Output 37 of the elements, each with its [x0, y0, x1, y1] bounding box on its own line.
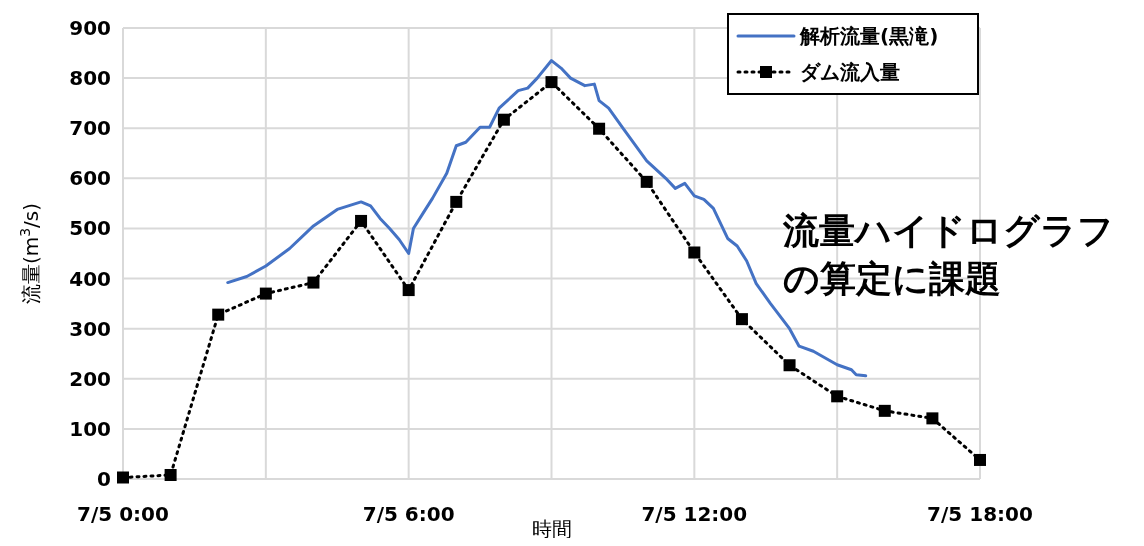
point [974, 453, 986, 466]
x-axis-title: 時間 [531, 517, 572, 541]
x-tick-label: 7/5 18:00 [927, 502, 1033, 526]
y-tick-label: 200 [69, 366, 111, 391]
point [593, 122, 606, 135]
point [545, 76, 558, 89]
y-tick-label: 400 [69, 266, 111, 291]
point [307, 276, 320, 289]
point [117, 471, 129, 484]
point [831, 390, 844, 403]
point [402, 284, 415, 297]
x-tick-label: 7/5 12:00 [641, 502, 748, 526]
legend-label: ダム流入量 [800, 60, 900, 84]
point [926, 412, 939, 425]
y-tick-label: 300 [69, 316, 111, 341]
point [497, 113, 510, 126]
y-tick-label: 0 [97, 467, 111, 491]
point [878, 404, 891, 417]
y-tick-label: 900 [69, 16, 111, 40]
x-tick-label: 7/5 6:00 [362, 502, 455, 526]
y-tick-label: 600 [69, 166, 111, 191]
point [688, 246, 701, 259]
x-tick-label: 7/5 0:00 [77, 502, 169, 526]
point [212, 308, 225, 321]
point [640, 175, 653, 188]
y-tick-label: 800 [69, 66, 111, 91]
point [355, 214, 368, 227]
point [164, 468, 177, 481]
y-tick-label: 100 [69, 416, 111, 441]
point [259, 287, 272, 300]
point [783, 359, 796, 372]
point [735, 313, 748, 326]
point [450, 195, 463, 208]
legend-label: 解析流量(黒滝) [799, 24, 939, 48]
annotation: 流量ハイドログラフの算定に課題 [782, 210, 1114, 299]
y-tick-label: 700 [69, 116, 111, 141]
y-tick-label: 500 [69, 216, 111, 241]
